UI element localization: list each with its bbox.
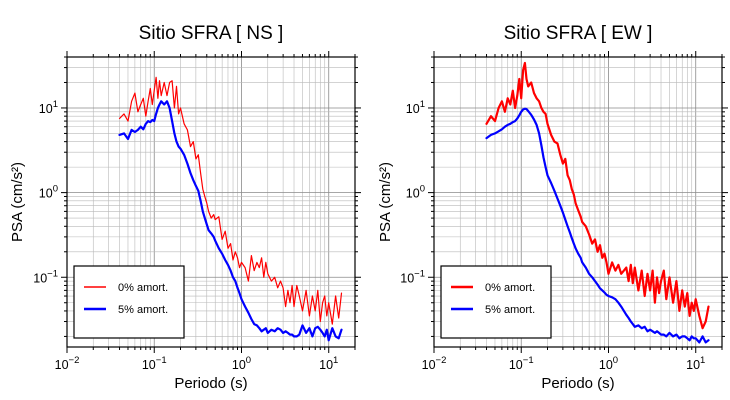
plot-area (118, 76, 343, 342)
chart-title: Sitio SFRA [ NS ] (139, 23, 284, 44)
y-tick-label: 101 (406, 99, 425, 116)
x-tick-label: 100 (599, 355, 618, 372)
legend: 0% amort. 5% amort. (440, 265, 552, 339)
x-axis-label: Periodo (s) (541, 375, 614, 392)
axes: 10−2 10−1 100 101 10−1 100 101 (400, 51, 728, 372)
x-tick-label: 10−1 (142, 355, 167, 372)
legend-label-0pct: 0% amort. (485, 282, 535, 294)
y-axis-label: PSA (cm/s²) (377, 162, 394, 242)
y-axis-label: PSA (cm/s²) (9, 162, 26, 242)
chart-panel-ew: Sitio SFRA [ EW ] 10−2 10−1 100 10110−11001… (377, 23, 728, 392)
y-tick-label: 10−1 (400, 268, 425, 285)
y-tick-label: 100 (39, 184, 58, 201)
plot-frame (66, 56, 356, 348)
y-tick-label: 100 (406, 184, 425, 201)
series-line-5pct (118, 100, 343, 342)
x-tick-label: 10−2 (55, 355, 80, 372)
plot-frame (433, 56, 723, 348)
legend-label-0pct: 0% amort. (118, 282, 168, 294)
x-tick-label: 101 (686, 355, 705, 372)
series-line-5pct (485, 107, 710, 344)
y-tick-label: 10−1 (33, 268, 58, 285)
x-axis-label: Periodo (s) (174, 375, 247, 392)
y-tick-label: 101 (39, 99, 58, 116)
series-line-0pct (485, 61, 710, 330)
x-tick-label: 100 (232, 355, 251, 372)
chart-panel-ns: Sitio SFRA [ NS ] 10−2 10−1 100 10110−11001… (9, 23, 361, 392)
chart-title: Sitio SFRA [ EW ] (504, 23, 653, 44)
legend-label-5pct: 5% amort. (118, 304, 168, 316)
x-tick-label: 10−1 (509, 355, 534, 372)
plot-area (485, 61, 710, 344)
x-tick-label: 10−2 (422, 355, 447, 372)
legend-label-5pct: 5% amort. (485, 304, 535, 316)
x-tick-label: 101 (319, 355, 338, 372)
axes: 10−2 10−1 100 101 10−1 100 101 (33, 51, 361, 372)
series-line-0pct (118, 76, 343, 325)
legend-box (440, 265, 552, 339)
legend: 0% amort. 5% amort. (73, 265, 185, 339)
legend-box (73, 265, 185, 339)
